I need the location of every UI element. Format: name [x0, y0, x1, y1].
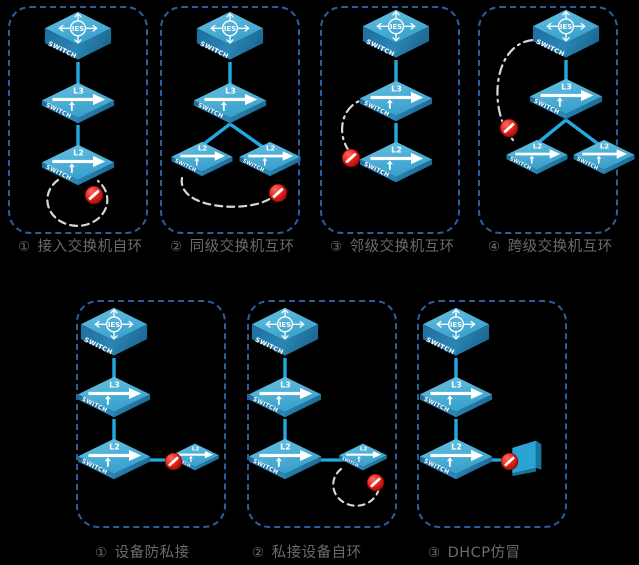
panel-dhcp-spoofing — [417, 300, 567, 528]
caption-number: ③ — [330, 239, 343, 255]
panel-adjacent-switch-loop — [320, 6, 460, 234]
caption-number: ④ — [488, 239, 501, 255]
caption-number: ① — [18, 239, 31, 255]
caption-panel-3: ③ 邻级交换机互环 — [330, 238, 455, 256]
panel-rogue-device-self-loop — [247, 300, 397, 528]
caption-label: 邻级交换机互环 — [349, 239, 455, 255]
caption-panel-7: ③ DHCP仿冒 — [428, 544, 521, 562]
caption-number: ② — [170, 239, 183, 255]
panel-access-switch-self-loop — [8, 6, 148, 234]
caption-label: 同级交换机互环 — [189, 239, 295, 255]
panel-cross-level-loop — [478, 6, 618, 234]
caption-label: DHCP仿冒 — [447, 545, 521, 561]
caption-panel-2: ② 同级交换机互环 — [170, 238, 295, 256]
caption-panel-4: ④ 跨级交换机互环 — [488, 238, 613, 256]
caption-number: ② — [252, 545, 265, 561]
caption-label: 私接设备自环 — [271, 545, 362, 561]
caption-number: ③ — [428, 545, 441, 561]
panel-peer-switch-loop — [160, 6, 300, 234]
caption-label: 跨级交换机互环 — [507, 239, 613, 255]
caption-label: 设备防私接 — [114, 545, 190, 561]
caption-panel-1: ① 接入交换机自环 — [18, 238, 143, 256]
caption-label: 接入交换机自环 — [37, 239, 143, 255]
caption-panel-6: ② 私接设备自环 — [252, 544, 362, 562]
caption-panel-5: ① 设备防私接 — [95, 544, 190, 562]
caption-number: ① — [95, 545, 108, 561]
panel-device-anti-private-connect — [76, 300, 226, 528]
